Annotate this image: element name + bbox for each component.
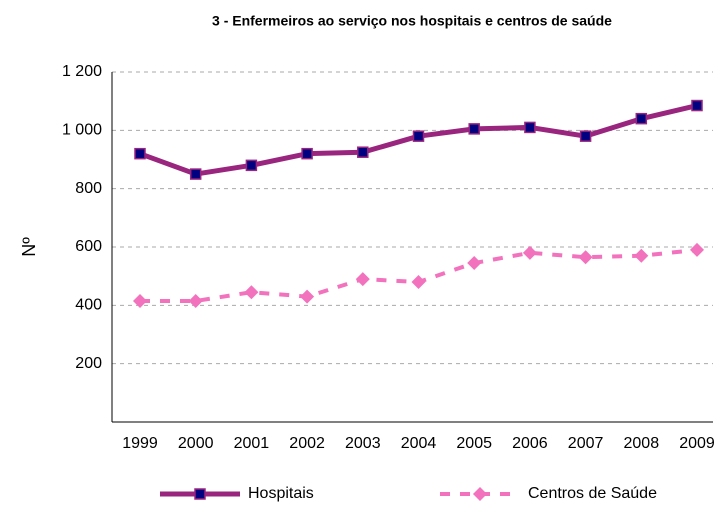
- x-tick-label: 2005: [456, 435, 492, 452]
- x-tick-label: 2001: [234, 435, 270, 452]
- marker: [357, 146, 369, 158]
- chart-title: 3 - Enfermeiros ao serviço nos hospitais…: [212, 13, 612, 29]
- y-tick-label: 1 200: [62, 63, 102, 80]
- y-tick-label: 800: [75, 180, 102, 197]
- marker: [579, 130, 592, 142]
- marker: [691, 99, 703, 112]
- x-tick-label: 2006: [512, 435, 548, 452]
- legend-marker: [473, 487, 487, 501]
- marker: [634, 248, 649, 263]
- legend-label: Hospitais: [248, 485, 314, 502]
- marker: [578, 250, 593, 265]
- y-tick-label: 600: [75, 238, 102, 255]
- marker: [690, 242, 704, 257]
- x-tick-label: 2004: [401, 435, 437, 452]
- marker: [244, 285, 259, 300]
- marker: [301, 147, 313, 160]
- marker: [355, 272, 370, 287]
- x-tick-label: 2002: [289, 435, 325, 452]
- x-tick-label: 2000: [178, 435, 214, 452]
- marker: [133, 293, 147, 308]
- marker: [467, 256, 482, 271]
- marker: [524, 121, 536, 134]
- marker: [522, 245, 537, 260]
- y-tick-label: 1 000: [62, 122, 102, 139]
- x-tick-label: 2008: [624, 435, 660, 452]
- y-tick-label: 200: [75, 355, 102, 372]
- x-tick-label: 1999: [122, 435, 158, 452]
- x-tick-label: 2009: [679, 435, 715, 452]
- x-tick-label: 2003: [345, 435, 381, 452]
- legend-label: Centros de Saúde: [528, 485, 657, 502]
- x-tick-label: 2007: [568, 435, 604, 452]
- marker: [412, 130, 425, 142]
- marker: [189, 168, 202, 180]
- legend-marker: [194, 488, 206, 500]
- marker: [188, 293, 203, 308]
- marker: [245, 159, 258, 172]
- marker: [134, 147, 146, 160]
- marker: [635, 112, 648, 125]
- y-axis-label: Nº: [19, 237, 39, 257]
- marker: [411, 275, 426, 289]
- marker: [300, 289, 315, 304]
- y-tick-label: 400: [75, 297, 102, 314]
- marker: [468, 123, 480, 135]
